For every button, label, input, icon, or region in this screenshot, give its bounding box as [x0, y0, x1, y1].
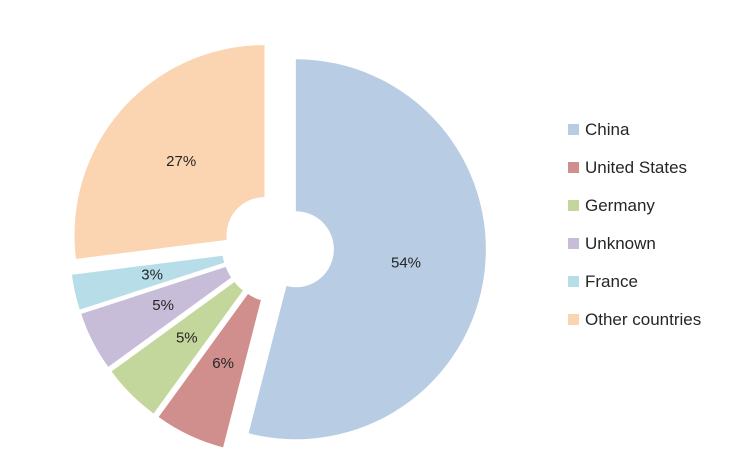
- pie-slice-germany: [111, 282, 243, 414]
- slice-label-germany: 5%: [176, 330, 198, 347]
- legend-swatch-other-countries: [568, 314, 579, 325]
- pie-slice-unknown: [81, 266, 232, 367]
- legend-label-china: China: [585, 120, 630, 139]
- pie-slice-china: [248, 59, 486, 440]
- legend-label-united-states: United States: [585, 158, 688, 177]
- legend-label-germany: Germany: [585, 196, 655, 215]
- slice-label-unknown: 5%: [152, 297, 174, 314]
- legend-label-other-countries: Other countries: [585, 310, 702, 329]
- chart-legend: China United States Germany Unknown France Ot…: [568, 119, 701, 330]
- legend-item-france: France: [568, 271, 701, 292]
- pie-slice-united-states: [158, 294, 261, 448]
- legend-item-germany: Germany: [568, 195, 701, 216]
- legend-swatch-france: [568, 276, 579, 287]
- slice-label-china: 54%: [391, 255, 421, 272]
- slice-label-united-states: 6%: [212, 355, 234, 372]
- slice-label-france: 3%: [141, 267, 163, 284]
- legend-item-china: China: [568, 119, 701, 140]
- legend-item-other-countries: Other countries: [568, 309, 701, 330]
- legend-swatch-unknown: [568, 238, 579, 249]
- legend-item-unknown: Unknown: [568, 233, 701, 254]
- pie-slice-other-countries: [74, 45, 265, 259]
- legend-label-unknown: Unknown: [585, 234, 656, 253]
- legend-swatch-united-states: [568, 162, 579, 173]
- legend-label-france: France: [585, 272, 638, 291]
- slice-label-other-countries: 27%: [166, 153, 196, 170]
- pie-slice-france: [71, 255, 225, 310]
- legend-swatch-germany: [568, 200, 579, 211]
- legend-swatch-china: [568, 124, 579, 135]
- legend-item-united-states: United States: [568, 157, 701, 178]
